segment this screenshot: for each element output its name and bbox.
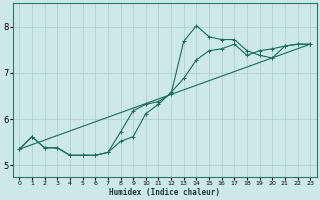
X-axis label: Humidex (Indice chaleur): Humidex (Indice chaleur) (109, 188, 220, 197)
